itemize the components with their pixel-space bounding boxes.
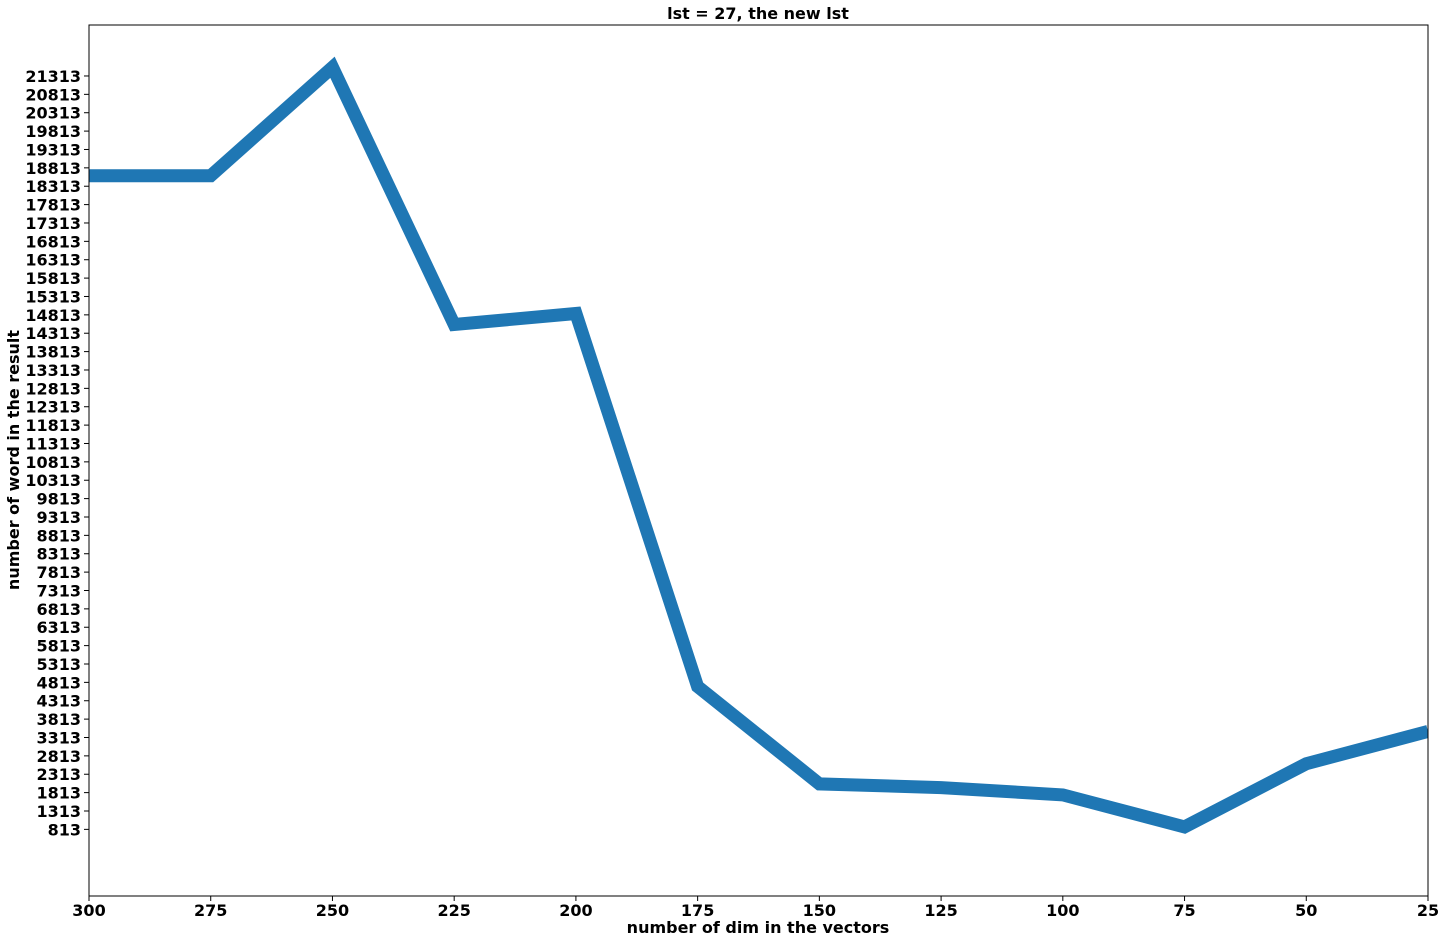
y-tick-label: 2813 xyxy=(36,747,81,766)
y-tick-label: 14313 xyxy=(25,324,81,343)
y-tick-label: 12813 xyxy=(25,379,81,398)
x-axis-label: number of dim in the vectors xyxy=(627,918,890,937)
y-tick-label: 5813 xyxy=(36,637,81,656)
y-tick-label: 7313 xyxy=(36,581,81,600)
x-tick-label: 250 xyxy=(316,901,349,920)
y-axis: 8131313181323132813331338134313481353135… xyxy=(25,67,89,839)
y-tick-label: 18313 xyxy=(25,177,81,196)
y-tick-label: 3813 xyxy=(36,710,81,729)
y-tick-label: 5313 xyxy=(36,655,81,674)
y-tick-label: 4813 xyxy=(36,673,81,692)
plot-area xyxy=(89,25,1428,896)
y-tick-label: 9813 xyxy=(36,490,81,509)
x-tick-label: 275 xyxy=(194,901,227,920)
y-tick-label: 20813 xyxy=(25,85,81,104)
y-tick-label: 15313 xyxy=(25,287,81,306)
y-tick-label: 10813 xyxy=(25,453,81,472)
y-tick-label: 813 xyxy=(48,820,81,839)
series-line xyxy=(89,56,1428,834)
y-tick-label: 3313 xyxy=(36,728,81,747)
y-axis-label: number of word in the result xyxy=(4,330,23,590)
y-tick-label: 6813 xyxy=(36,600,81,619)
y-tick-label: 10313 xyxy=(25,471,81,490)
x-tick-label: 50 xyxy=(1295,901,1317,920)
y-tick-label: 9313 xyxy=(36,508,81,527)
x-tick-label: 100 xyxy=(1046,901,1079,920)
y-tick-label: 18813 xyxy=(25,159,81,178)
y-tick-label: 4313 xyxy=(36,692,81,711)
y-tick-label: 12313 xyxy=(25,398,81,417)
y-tick-label: 20313 xyxy=(25,104,81,123)
y-tick-label: 7813 xyxy=(36,563,81,582)
y-tick-label: 19313 xyxy=(25,140,81,159)
y-tick-label: 19813 xyxy=(25,122,81,141)
chart-title: lst = 27, the new lst xyxy=(667,4,849,23)
y-tick-label: 11313 xyxy=(25,434,81,453)
y-tick-label: 13813 xyxy=(25,343,81,362)
x-tick-label: 175 xyxy=(681,901,714,920)
y-tick-label: 17813 xyxy=(25,196,81,215)
y-tick-label: 16313 xyxy=(25,251,81,270)
series-layer xyxy=(89,56,1428,834)
x-tick-label: 150 xyxy=(803,901,836,920)
y-tick-label: 16813 xyxy=(25,232,81,251)
x-tick-label: 225 xyxy=(437,901,470,920)
y-tick-label: 2313 xyxy=(36,765,81,784)
y-tick-label: 1313 xyxy=(36,802,81,821)
y-tick-label: 1813 xyxy=(36,784,81,803)
x-tick-label: 125 xyxy=(924,901,957,920)
x-tick-label: 25 xyxy=(1417,901,1439,920)
y-tick-label: 17313 xyxy=(25,214,81,233)
x-tick-label: 300 xyxy=(72,901,105,920)
y-tick-label: 13313 xyxy=(25,361,81,380)
y-tick-label: 8813 xyxy=(36,526,81,545)
y-tick-label: 15813 xyxy=(25,269,81,288)
y-tick-label: 11813 xyxy=(25,416,81,435)
y-tick-label: 6313 xyxy=(36,618,81,637)
x-axis: 300 275 250 225 200 175 150 125 100 75 50 25 xyxy=(72,896,1439,920)
y-tick-label: 14813 xyxy=(25,306,81,325)
x-tick-label: 200 xyxy=(559,901,592,920)
y-tick-label: 8313 xyxy=(36,545,81,564)
x-tick-label: 75 xyxy=(1173,901,1195,920)
y-tick-label: 21313 xyxy=(25,67,81,86)
plot-frame xyxy=(88,24,1429,897)
